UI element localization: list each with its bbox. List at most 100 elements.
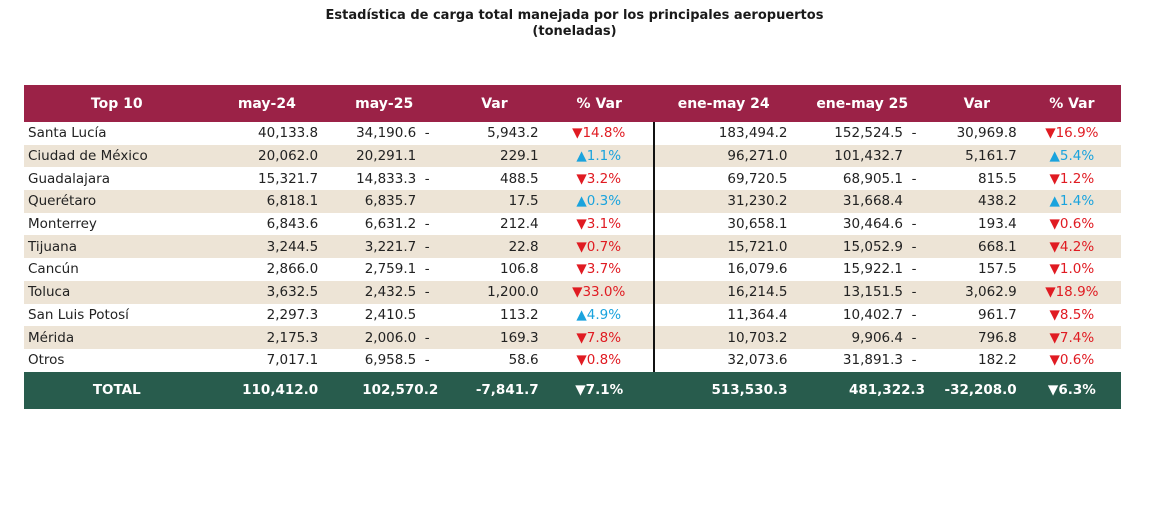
pct-var2-value: ▼1.2% <box>1049 170 1095 187</box>
total-pct-var: ▼7.1% <box>575 382 624 399</box>
ene-may24-value: 15,721.0 <box>652 235 794 259</box>
table-row: Tijuana 3,244.5 3,221.7- 22.8 ▼0.7% 15,721.0 1… <box>24 235 1121 259</box>
up-arrow-icon: ▲ <box>576 306 587 323</box>
var2-value: 193.4 <box>978 216 1017 233</box>
pct-var-value: ▼3.2% <box>576 170 622 187</box>
may25-value: 20,291.1 <box>356 148 417 165</box>
total-row: TOTAL 110,412.0 102,570.2 -7,841.7 ▼7.1%… <box>24 371 1121 409</box>
table-row: Mérida 2,175.3 2,006.0- 169.3 ▼7.8% 10,703.2 9… <box>24 326 1121 349</box>
negative-dash: - <box>424 261 430 278</box>
may24-value: 7,017.1 <box>266 352 319 369</box>
cargo-statistics-table: Top 10 may-24 may-25 Var % Var ene-may 24 ene-… <box>24 85 1121 409</box>
pct-var-value: ▲0.3% <box>576 193 622 210</box>
var2-value: 815.5 <box>978 170 1017 187</box>
var-value: 5,943.2 <box>487 125 539 142</box>
down-arrow-icon: ▼ <box>576 329 587 346</box>
down-arrow-icon: ▼ <box>1047 382 1059 399</box>
airport-name: Toluca <box>28 284 71 301</box>
column-header: ene-may 25 <box>816 95 909 112</box>
column-header: ene-may 24 <box>677 95 770 112</box>
negative-dash: - <box>911 170 917 187</box>
down-arrow-icon: ▼ <box>576 216 587 233</box>
negative-dash: - <box>424 238 430 255</box>
may24-value: 6,843.6 <box>266 216 319 233</box>
up-arrow-icon: ▲ <box>576 148 587 165</box>
pct-var-value: ▼3.7% <box>576 261 622 278</box>
negative-dash: - <box>911 238 917 255</box>
table-row: Cancún 2,866.0 2,759.1-106.8 ▼3.7% 16,079.6 1… <box>24 258 1121 281</box>
total-pct-var2: ▼6.3% <box>1047 382 1096 399</box>
ene-may24-value: 16,214.5 <box>652 280 794 304</box>
table-body: Santa Lucía 40,133.8 34,190.6- 5,943.2 ▼14.8… <box>24 122 1121 372</box>
may25-value: 2,759.1- <box>324 258 444 281</box>
airport-name: Tijuana <box>28 238 77 255</box>
table-row: Monterrey 6,843.6 6,631.2- 212.4 ▼3.1% 30,658… <box>24 212 1121 236</box>
airport-name: Santa Lucía <box>28 125 107 142</box>
column-header: Var <box>481 95 508 112</box>
pct-var2-value: ▼8.5% <box>1049 306 1095 323</box>
var2-value: 182.2 <box>978 352 1017 369</box>
down-arrow-icon: ▼ <box>1049 216 1060 233</box>
down-arrow-icon: ▼ <box>576 352 587 369</box>
ene-may24-value: 10,703.2 <box>652 326 794 349</box>
pct-var-value: ▼3.1% <box>576 216 622 233</box>
pct-var2-value: ▼7.4% <box>1049 329 1095 346</box>
pct-var-value: ▲1.1% <box>576 148 622 165</box>
negative-dash: - <box>424 284 430 301</box>
may25-value: 6,835.7 <box>364 193 417 210</box>
var-value: 22.8 <box>508 238 539 255</box>
may25-value: 3,221.7- <box>324 235 444 258</box>
up-arrow-icon: ▲ <box>1049 148 1060 165</box>
ene-may25-value: 31,668.4 <box>842 193 904 210</box>
pct-var2-value: ▼4.2% <box>1049 238 1095 255</box>
pct-var-value: ▼33.0% <box>572 284 626 301</box>
total-may24: 110,412.0 <box>242 382 319 399</box>
column-header: % Var <box>1049 95 1095 112</box>
ene-may25-value: 68,905.1- <box>793 167 931 190</box>
table-row: San Luis Potosí 2,297.3 2,410.5 113.2 ▲4.9% 1… <box>24 303 1121 327</box>
negative-dash: - <box>424 329 430 346</box>
ene-may25-value: 10,402.7- <box>793 304 931 327</box>
var2-value: 157.5 <box>978 261 1017 278</box>
ene-may25-value: 31,891.3- <box>793 349 931 372</box>
airport-name: Monterrey <box>28 216 97 233</box>
may25-value: 6,631.2- <box>324 213 444 236</box>
total-var2: -32,208.0 <box>944 382 1017 399</box>
may24-value: 3,244.5 <box>266 238 319 255</box>
table-row: Querétaro 6,818.1 6,835.7 17.5 ▲0.3% 31,230.2… <box>24 190 1121 213</box>
may25-value: 34,190.6- <box>324 122 444 145</box>
negative-dash: - <box>424 216 430 233</box>
var-value: 113.2 <box>499 306 539 323</box>
down-arrow-icon: ▼ <box>1045 284 1056 301</box>
ene-may25-value: 152,524.5- <box>793 122 931 145</box>
pct-var2-value: ▼0.6% <box>1049 216 1095 233</box>
ene-may24-value: 31,230.2 <box>652 190 794 213</box>
var-value: 17.5 <box>508 193 539 210</box>
negative-dash: - <box>911 125 917 142</box>
negative-dash: - <box>424 352 430 369</box>
var2-value: 3,062.9 <box>965 284 1017 301</box>
var-value: 229.1 <box>499 148 539 165</box>
table-title: Estadística de carga total manejada por … <box>0 8 1149 40</box>
pct-var2-value: ▲1.4% <box>1049 193 1095 210</box>
total-var: -7,841.7 <box>475 382 539 399</box>
table-row: Santa Lucía 40,133.8 34,190.6- 5,943.2 ▼14.8… <box>24 122 1121 145</box>
may24-value: 40,133.8 <box>258 125 319 142</box>
ene-may24-value: 32,073.6 <box>652 348 794 372</box>
may25-value: 6,958.5- <box>324 349 444 372</box>
negative-dash: - <box>911 284 917 301</box>
ene-may24-value: 69,720.5 <box>652 167 794 191</box>
down-arrow-icon: ▼ <box>1049 170 1060 187</box>
pct-var-value: ▲4.9% <box>576 306 622 323</box>
down-arrow-icon: ▼ <box>572 125 583 142</box>
column-header: % Var <box>576 95 622 112</box>
airport-name: Ciudad de México <box>28 148 148 165</box>
var2-value: 961.7 <box>978 306 1017 323</box>
pct-var2-value: ▲5.4% <box>1049 148 1095 165</box>
down-arrow-icon: ▼ <box>1049 261 1060 278</box>
pct-var2-value: ▼18.9% <box>1045 284 1099 301</box>
pct-var-value: ▼0.7% <box>576 238 622 255</box>
total-ene-may25: 481,322.3 <box>849 382 926 399</box>
column-header: Top 10 <box>90 95 143 112</box>
ene-may24-value: 16,079.6 <box>652 258 794 281</box>
